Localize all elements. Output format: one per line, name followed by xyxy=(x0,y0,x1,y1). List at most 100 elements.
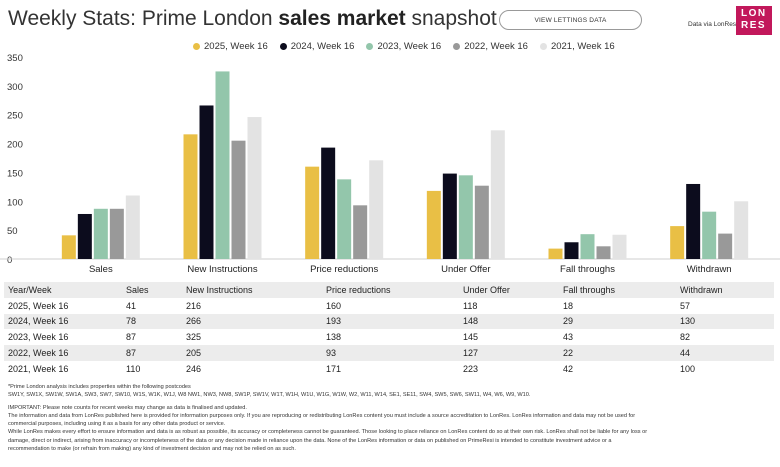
legend-item[interactable]: 2025, Week 16 xyxy=(193,41,268,52)
table-cell: 223 xyxy=(463,363,479,374)
table-cell: 127 xyxy=(463,348,479,359)
x-tick-label: Sales xyxy=(89,264,113,275)
x-tick-label: New Instructions xyxy=(187,264,257,275)
table-row: 2025, Week 16 41 216 160 118 18 57 xyxy=(4,297,774,314)
table-cell: 100 xyxy=(680,363,696,374)
bar xyxy=(702,211,717,259)
x-tick-label: Under Offer xyxy=(441,264,490,275)
legend-item[interactable]: 2021, Week 16 xyxy=(539,41,615,52)
bar xyxy=(125,195,140,259)
y-tick-label: 350 xyxy=(7,53,23,64)
legend-swatch xyxy=(453,43,461,50)
chart-legend: 2025, Week 16 2024, Week 16 2023, Week 16 2… xyxy=(193,41,615,52)
table-header-cell: New Instructions xyxy=(186,284,253,295)
legend-swatch xyxy=(366,43,374,50)
bar xyxy=(215,71,230,259)
bar xyxy=(442,173,457,259)
table-header-cell: Fall throughs xyxy=(563,284,616,295)
table-row: 2023, Week 16 87 325 138 145 43 82 xyxy=(4,329,774,346)
table-cell: 2022, Week 16 xyxy=(8,348,69,359)
bar xyxy=(369,160,384,259)
table-row: 2022, Week 16 87 205 93 127 22 44 xyxy=(4,345,774,361)
table-row: 2024, Week 16 78 266 193 148 29 130 xyxy=(4,313,774,330)
table-cell: 2023, Week 16 xyxy=(8,332,69,343)
legend-item[interactable]: 2022, Week 16 xyxy=(453,41,528,52)
y-tick-label: 150 xyxy=(7,168,23,179)
bar xyxy=(670,226,685,259)
y-tick-label: 50 xyxy=(7,226,18,237)
table-cell: 22 xyxy=(563,348,574,359)
bar xyxy=(109,208,124,259)
table-cell: 171 xyxy=(326,363,342,374)
bar xyxy=(77,213,92,259)
bar xyxy=(61,235,76,259)
legend-label: 2025, Week 16 xyxy=(204,41,268,52)
y-tick-label: 300 xyxy=(7,82,23,93)
table-cell: 110 xyxy=(126,363,141,374)
bar xyxy=(612,234,627,259)
table-cell: 2021, Week 16 xyxy=(8,363,69,374)
bar-chart: 0 50 100 150 200 250 300 350 Sales New Instructio… xyxy=(0,53,780,275)
bar xyxy=(686,183,701,259)
bar xyxy=(321,147,336,259)
bar xyxy=(718,233,733,259)
info-line: The information and data from LonRes pub… xyxy=(8,412,636,419)
data-source-label: Data via LonRes xyxy=(688,21,737,28)
legend-label: 2022, Week 16 xyxy=(464,41,528,52)
table-cell: 87 xyxy=(126,332,137,343)
bar xyxy=(305,166,320,259)
table-cell: 118 xyxy=(463,300,478,311)
table-cell: 325 xyxy=(186,332,202,343)
table-header-cell: Withdrawn xyxy=(680,284,723,295)
table-cell: 148 xyxy=(463,316,479,327)
bar xyxy=(353,205,368,259)
legend-label: 2023, Week 16 xyxy=(377,41,442,52)
lonres-logo[interactable]: LON RES xyxy=(736,6,772,35)
info-line: recommendation to make (or refrain from … xyxy=(8,446,296,453)
bar xyxy=(564,242,579,259)
table-cell: 29 xyxy=(563,316,574,327)
x-tick-label: Withdrawn xyxy=(687,264,732,275)
bar xyxy=(337,179,352,259)
legend-item[interactable]: 2023, Week 16 xyxy=(366,41,441,52)
bar xyxy=(183,134,198,259)
info-line: damage, direct or indirect, arising from… xyxy=(8,437,612,444)
table-cell: 82 xyxy=(680,332,691,343)
table-cell: 93 xyxy=(326,348,337,359)
page-title-bold: sales market xyxy=(278,7,406,30)
table-cell: 130 xyxy=(680,316,696,327)
bar xyxy=(426,190,441,259)
table-cell: 216 xyxy=(186,300,202,311)
legend-label: 2024, Week 16 xyxy=(290,41,355,52)
table-header-row: Year/Week Sales New Instructions Price redu… xyxy=(4,282,774,298)
legend-item[interactable]: 2024, Week 16 xyxy=(279,41,355,52)
table-cell: 205 xyxy=(186,348,202,359)
bar xyxy=(580,234,595,259)
table-cell: 41 xyxy=(126,300,137,311)
legend-swatch xyxy=(539,43,547,50)
bar xyxy=(474,185,489,259)
legend-swatch xyxy=(279,43,287,50)
table-header-cell: Year/Week xyxy=(8,284,52,295)
important-note: IMPORTANT: Please note counts for recent… xyxy=(8,404,247,411)
table-cell: 2024, Week 16 xyxy=(8,316,69,327)
table-cell: 193 xyxy=(326,316,342,327)
table-cell: 57 xyxy=(680,300,691,311)
y-tick-label: 250 xyxy=(7,111,23,122)
info-line: While LonRes makes every effort to ensur… xyxy=(8,429,648,436)
legend-label: 2021, Week 16 xyxy=(550,41,615,52)
table-header-cell: Sales xyxy=(126,284,149,295)
y-tick-label: 100 xyxy=(7,197,23,208)
x-tick-label: Price reductions xyxy=(310,264,378,275)
stats-table: Year/Week Sales New Instructions Price redu… xyxy=(4,282,774,377)
bar xyxy=(231,140,246,259)
table-cell: 160 xyxy=(326,300,342,311)
table-cell: 145 xyxy=(463,332,479,343)
bar xyxy=(596,246,611,259)
view-lettings-data-button[interactable]: VIEW LETTINGS DATA xyxy=(499,10,642,30)
table-cell: 246 xyxy=(186,363,202,374)
table-cell: 42 xyxy=(563,363,574,374)
y-tick-label: 200 xyxy=(7,140,23,151)
table-cell: 78 xyxy=(126,316,137,327)
bar xyxy=(93,208,108,259)
